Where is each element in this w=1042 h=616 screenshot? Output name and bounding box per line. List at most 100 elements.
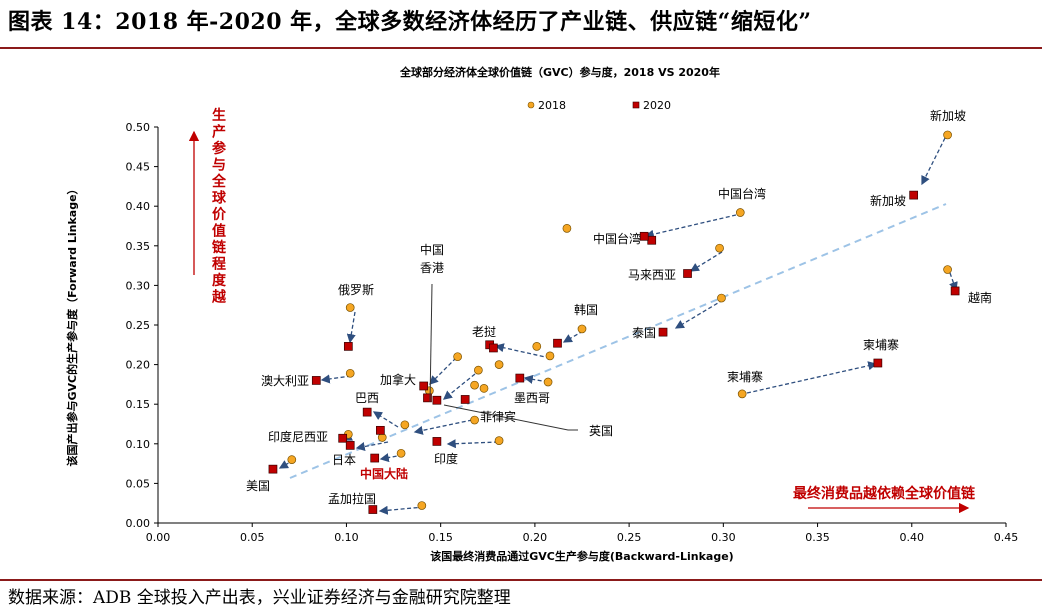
point-2018 (474, 365, 483, 375)
x-tick-group: 0.00 0.05 0.10 0.15 0.20 0.25 0.30 0.35 0.40 0.45 (146, 523, 1018, 544)
point-2020 (658, 327, 668, 337)
label-singapore-2018: 新加坡 (930, 108, 966, 123)
legend-2018-label: 2018 (538, 99, 566, 112)
point-2020 (515, 373, 525, 383)
annotation-vertical-char: 程 (212, 257, 226, 273)
arrow-taiwan (644, 214, 737, 239)
label-mexico: 墨西哥 (514, 391, 550, 405)
point-2018 (494, 436, 504, 445)
arrow-philippines (413, 419, 473, 435)
label-mainland: 中国大陆 (360, 466, 408, 481)
point-2018 (943, 265, 952, 274)
point-2018 (470, 380, 479, 390)
point-2018 (943, 130, 952, 140)
point-2018 (545, 351, 555, 361)
leader-lines (429, 283, 578, 431)
source-rule (0, 579, 1042, 581)
point-2020 (639, 231, 649, 241)
y-tick-label: 0.25 (126, 319, 151, 332)
legend-2020-label: 2020 (643, 99, 671, 112)
label-taiwan-2018: 中国台湾 (718, 186, 766, 201)
point-2018 (417, 501, 427, 510)
label-canada: 加拿大 (380, 372, 416, 387)
point-2020 (683, 269, 692, 278)
arrow-cambodia (746, 361, 878, 394)
label-taiwan-2020: 中国台湾 (593, 231, 641, 246)
arrow-russia (346, 311, 356, 344)
point-2018 (735, 208, 745, 217)
point-2018 (400, 420, 410, 430)
label-japan: 日本 (332, 453, 356, 467)
annotation-vertical-char: 度 (212, 272, 227, 289)
label-us: 美国 (246, 479, 270, 493)
point-2018 (532, 342, 542, 351)
legend-2020-marker (632, 101, 640, 109)
y-tick-label: 0.05 (126, 477, 151, 490)
point-2020 (343, 342, 353, 351)
point-2020 (362, 407, 372, 417)
country-labels: 新加坡 新加坡 中国台湾 中国台湾 马来西亚 越南 泰国 韩国 老挝 中国 香港… (246, 108, 992, 506)
point-2020 (338, 433, 348, 443)
annotation-horizontal: 最终消费品越依赖全球价值链 (793, 485, 976, 502)
arrow-laos (494, 343, 551, 359)
point-2020 (950, 286, 960, 296)
x-tick-label: 0.10 (334, 531, 359, 544)
y-tick-label: 0.45 (126, 161, 151, 174)
point-2020 (647, 235, 657, 245)
y-tick-label: 0.35 (126, 240, 151, 253)
point-2020 (460, 395, 470, 404)
gvc-scatter-chart: 全球部分经济体全球价值链（GVC）参与度，2018 VS 2020年 2018 … (65, 65, 1018, 563)
point-2020 (345, 441, 355, 450)
label-china: 中国 (420, 242, 444, 257)
x-tick-label: 0.00 (146, 531, 171, 544)
point-2020 (553, 338, 562, 348)
arrow-australia (320, 374, 352, 384)
arrow-japan (355, 441, 389, 451)
label-hongkong: 香港 (420, 261, 444, 275)
arrow-thailand (674, 299, 724, 329)
arrow-india (446, 439, 499, 449)
label-bangladesh: 孟加拉国 (328, 491, 376, 506)
x-tick-label: 0.35 (805, 531, 830, 544)
point-2020 (423, 393, 432, 403)
point-2020 (873, 358, 883, 368)
chart-title: 全球部分经济体全球价值链（GVC）参与度，2018 VS 2020年 (399, 65, 720, 79)
y-axis-label: 该国产出参与GVC的生产参与度（Forward Linkage） (65, 183, 79, 466)
y-tick-label: 0.40 (126, 200, 151, 213)
arrow-singapore (921, 137, 946, 186)
x-tick-label: 0.15 (428, 531, 453, 544)
annotation-vertical-char: 与 (212, 158, 226, 174)
arrow-canada (429, 357, 457, 385)
annotation-vertical-char: 值 (212, 223, 226, 240)
series-2018-points (287, 130, 952, 510)
annotation-vertical-char: 球 (212, 190, 227, 207)
trend-line (289, 203, 947, 479)
label-vietnam: 越南 (968, 290, 992, 305)
point-2020 (489, 343, 498, 353)
point-2020 (376, 425, 385, 435)
label-thailand: 泰国 (632, 326, 656, 340)
point-2018 (479, 384, 489, 393)
label-malaysia: 马来西亚 (628, 268, 676, 282)
label-brazil: 巴西 (355, 391, 379, 405)
point-2018 (577, 324, 587, 334)
x-tick-label: 0.40 (900, 531, 925, 544)
label-philippines: 菲律宾 (480, 409, 516, 424)
series-2020-points (268, 190, 960, 514)
point-2020 (432, 395, 442, 405)
point-2020 (419, 381, 429, 391)
y-tick-label: 0.00 (126, 517, 151, 530)
annotation-vertical-char: 参 (212, 140, 227, 157)
y-tick-label: 0.20 (126, 359, 151, 372)
point-2020 (370, 453, 380, 463)
y-tick-label: 0.10 (126, 438, 151, 451)
legend-2018-marker (527, 101, 535, 109)
point-2020 (311, 376, 321, 385)
arrow-group (278, 137, 958, 515)
point-2020 (909, 190, 919, 200)
label-korea: 韩国 (574, 302, 598, 317)
point-2018 (287, 455, 297, 464)
point-2018 (345, 368, 355, 378)
annotation-vertical-char: 全 (211, 173, 227, 190)
